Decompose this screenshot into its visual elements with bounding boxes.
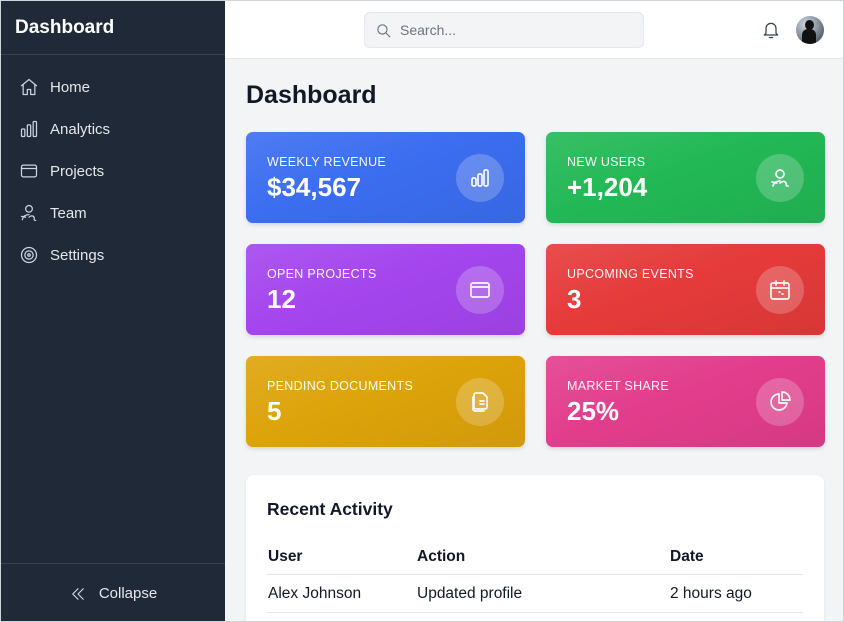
stat-card-new-users[interactable]: NEW USERS +1,204 xyxy=(546,132,825,223)
bar-chart-icon xyxy=(456,154,504,202)
card-label: MARKET SHARE xyxy=(567,379,670,393)
folder-icon xyxy=(19,161,39,181)
gear-icon xyxy=(19,245,39,265)
column-header-user: User xyxy=(268,547,303,565)
users-icon xyxy=(19,203,39,223)
card-label: WEEKLY REVENUE xyxy=(267,155,387,169)
card-value: 5 xyxy=(267,396,282,426)
sidebar-nav: Home Analytics Projects Team xyxy=(1,55,225,276)
card-label: PENDING DOCUMENTS xyxy=(267,379,414,393)
search-icon xyxy=(377,23,391,37)
card-value: 12 xyxy=(267,284,296,314)
card-label: NEW USERS xyxy=(567,155,646,169)
card-value: 25% xyxy=(567,396,620,426)
card-value: 3 xyxy=(567,284,582,314)
stat-card-market-share[interactable]: MARKET SHARE 25% xyxy=(546,356,825,447)
sidebar: Dashboard Home Analytics Projects xyxy=(1,1,225,621)
cell-date: 2 hours ago xyxy=(670,584,752,602)
sidebar-item-team[interactable]: Team xyxy=(1,192,225,234)
main-content: Dashboard WEEKLY REVENUE $34,567 NEW USE… xyxy=(225,59,843,621)
sidebar-item-label: Home xyxy=(50,78,91,96)
sidebar-item-home[interactable]: Home xyxy=(1,66,225,108)
calendar-icon xyxy=(756,266,804,314)
activity-table: User Action Date Alex Johnson Updated pr… xyxy=(267,539,803,613)
table-header-row: User Action Date xyxy=(267,539,803,575)
column-header-action: Action xyxy=(417,547,466,565)
page-title: Dashboard xyxy=(246,81,377,109)
search-input[interactable] xyxy=(400,22,630,38)
sidebar-item-label: Team xyxy=(50,204,87,222)
card-label: OPEN PROJECTS xyxy=(267,267,377,281)
brand-title: Dashboard xyxy=(1,1,225,55)
card-label: UPCOMING EVENTS xyxy=(567,267,694,281)
avatar[interactable] xyxy=(796,16,824,44)
sidebar-item-label: Projects xyxy=(50,162,105,180)
documents-icon xyxy=(456,378,504,426)
sidebar-item-label: Settings xyxy=(50,246,105,264)
notifications-button[interactable] xyxy=(761,19,781,41)
stat-card-pending-documents[interactable]: PENDING DOCUMENTS 5 xyxy=(246,356,525,447)
section-title: Recent Activity xyxy=(267,499,393,519)
card-value: $34,567 xyxy=(267,172,361,202)
column-header-date: Date xyxy=(670,547,704,565)
bar-chart-icon xyxy=(19,119,39,139)
stat-card-weekly-revenue[interactable]: WEEKLY REVENUE $34,567 xyxy=(246,132,525,223)
stat-card-upcoming-events[interactable]: UPCOMING EVENTS 3 xyxy=(546,244,825,335)
recent-activity-panel: Recent Activity User Action Date Alex Jo… xyxy=(246,475,824,621)
collapse-label: Collapse xyxy=(98,585,158,602)
table-row[interactable]: Alex Johnson Updated profile 2 hours ago xyxy=(267,575,803,613)
bell-icon xyxy=(763,22,779,39)
sidebar-item-settings[interactable]: Settings xyxy=(1,234,225,276)
double-chevron-left-icon xyxy=(71,587,84,600)
sidebar-item-label: Analytics xyxy=(50,120,111,138)
card-value: +1,204 xyxy=(567,172,648,202)
search-box[interactable] xyxy=(364,12,644,48)
cell-action: Updated profile xyxy=(417,584,523,602)
top-bar xyxy=(225,1,843,59)
collapse-button[interactable]: Collapse xyxy=(1,563,225,621)
users-icon xyxy=(756,154,804,202)
pie-chart-icon xyxy=(756,378,804,426)
cell-user: Alex Johnson xyxy=(268,584,362,602)
folder-icon xyxy=(456,266,504,314)
stat-card-open-projects[interactable]: OPEN PROJECTS 12 xyxy=(246,244,525,335)
sidebar-item-analytics[interactable]: Analytics xyxy=(1,108,225,150)
home-icon xyxy=(19,77,39,97)
sidebar-item-projects[interactable]: Projects xyxy=(1,150,225,192)
